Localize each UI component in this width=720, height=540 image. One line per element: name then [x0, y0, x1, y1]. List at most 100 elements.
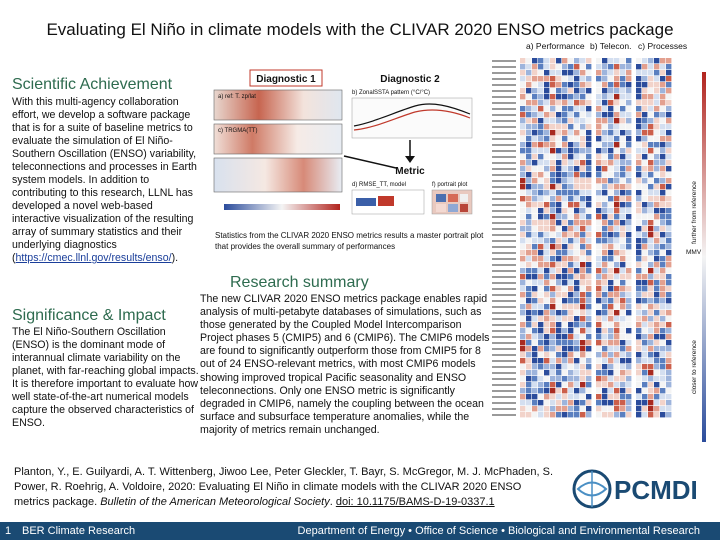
heatmap-cell [602, 88, 608, 94]
heatmap-cell [550, 220, 556, 226]
heatmap-cell [556, 250, 562, 256]
heatmap-cell [654, 58, 660, 64]
heatmap-cell [586, 328, 592, 334]
heatmap-cell [556, 124, 562, 130]
heatmap-cell [550, 298, 556, 304]
heatmap-cell [626, 274, 632, 280]
heatmap-cell [568, 160, 574, 166]
heatmap-cell [660, 412, 666, 418]
heatmap-cell [526, 208, 532, 214]
heatmap-cell [654, 238, 660, 244]
model-name-placeholder [492, 348, 516, 350]
heatmap-cell [654, 202, 660, 208]
heatmap-cell [526, 232, 532, 238]
heatmap-cell [520, 322, 526, 328]
achievement-body: With this multi-agency collaboration eff… [12, 96, 197, 264]
heatmap-cell [666, 208, 672, 214]
heatmap-cell [574, 142, 580, 148]
heatmap-cell [636, 130, 642, 136]
heatmap-cell [580, 70, 586, 76]
heatmap-cell [648, 340, 654, 346]
heatmap-cell [596, 94, 602, 100]
heatmap-cell [602, 142, 608, 148]
heatmap-cell [574, 82, 580, 88]
heatmap-cell [636, 232, 642, 238]
heatmap-cell [596, 148, 602, 154]
heatmap-cell [586, 148, 592, 154]
heatmap-cell [602, 82, 608, 88]
heatmap-cell [648, 94, 654, 100]
heatmap-cell [520, 124, 526, 130]
heatmap-cell [602, 238, 608, 244]
heatmap-cell [550, 262, 556, 268]
heatmap-cell [568, 388, 574, 394]
heatmap-cell [586, 64, 592, 70]
heatmap-cell [620, 400, 626, 406]
heatmap-cell [562, 112, 568, 118]
heatmap-cell [608, 214, 614, 220]
heatmap-cell [562, 94, 568, 100]
heatmap-cell [660, 232, 666, 238]
heatmap-cell [654, 232, 660, 238]
heatmap-cell [614, 382, 620, 388]
heatmap-cell [550, 58, 556, 64]
heatmap-cell [608, 244, 614, 250]
heatmap-cell [556, 130, 562, 136]
heatmap-cell [520, 340, 526, 346]
heatmap-cell [626, 376, 632, 382]
heatmap-cell [562, 370, 568, 376]
heatmap-cell [596, 178, 602, 184]
heatmap-cell [544, 268, 550, 274]
heatmap-cell [556, 148, 562, 154]
heatmap-cell [666, 64, 672, 70]
heatmap-cell [596, 124, 602, 130]
heatmap-cell [562, 214, 568, 220]
heatmap-cell [648, 310, 654, 316]
heatmap-cell [544, 76, 550, 82]
heatmap-cell [642, 364, 648, 370]
heatmap-cell [520, 268, 526, 274]
heatmap-cell [614, 106, 620, 112]
heatmap-cell [666, 388, 672, 394]
heatmap-cell [520, 190, 526, 196]
heatmap-cell [520, 280, 526, 286]
heatmap-cell [608, 310, 614, 316]
heatmap-cell [550, 286, 556, 292]
heatmap-cell [520, 112, 526, 118]
heatmap-cell [568, 226, 574, 232]
heatmap-cell [666, 358, 672, 364]
heatmap-cell [660, 106, 666, 112]
heatmap-cell [642, 70, 648, 76]
heatmap-cell [532, 184, 538, 190]
heatmap-cell [654, 328, 660, 334]
heatmap-cell [538, 256, 544, 262]
heatmap-cell [596, 340, 602, 346]
heatmap-cell [626, 268, 632, 274]
line-plot-frame [351, 97, 473, 139]
heatmap-cell [614, 256, 620, 262]
heatmap-cell [574, 160, 580, 166]
heatmap-cell [568, 364, 574, 370]
heatmap-cell [586, 358, 592, 364]
heatmap-cell [608, 88, 614, 94]
heatmap-cell [562, 400, 568, 406]
heatmap-cell [556, 178, 562, 184]
heatmap-cell [654, 304, 660, 310]
heatmap-cell [520, 370, 526, 376]
heatmap-cell [626, 340, 632, 346]
heatmap-cell [532, 280, 538, 286]
model-name-placeholder [492, 300, 516, 302]
heatmap-cell [626, 112, 632, 118]
heatmap-cell [614, 286, 620, 292]
heatmap-cell [602, 160, 608, 166]
heatmap-cell [574, 364, 580, 370]
heatmap-cell [520, 58, 526, 64]
heatmap-cell [574, 358, 580, 364]
heatmap-cell [608, 262, 614, 268]
heatmap-cell [648, 202, 654, 208]
map-panel-e [213, 157, 343, 193]
enso-results-link[interactable]: https://cmec.llnl.gov/results/enso/ [15, 252, 172, 264]
heatmap-cell [538, 412, 544, 418]
citation-doi[interactable]: doi: 10.1175/BAMS-D-19-0337.1 [335, 496, 495, 508]
heatmap-cell [608, 220, 614, 226]
